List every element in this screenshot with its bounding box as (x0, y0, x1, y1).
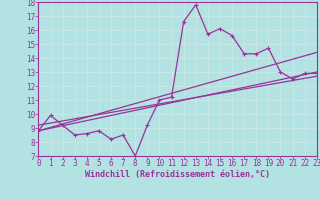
X-axis label: Windchill (Refroidissement éolien,°C): Windchill (Refroidissement éolien,°C) (85, 170, 270, 179)
